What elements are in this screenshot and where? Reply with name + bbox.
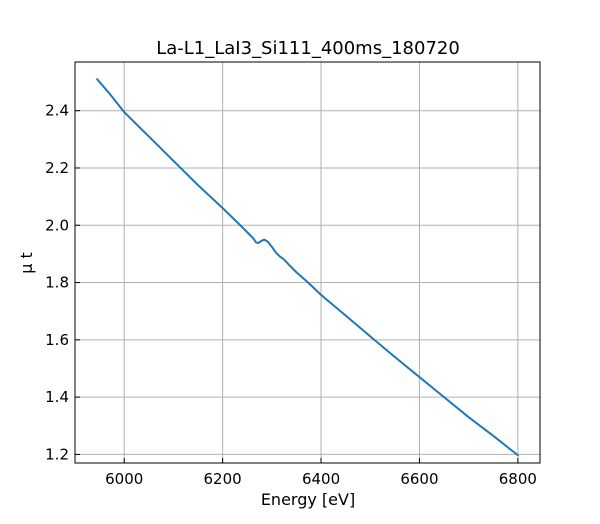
x-tick-labels: 6000 6200 6400 6600 6800 (105, 470, 537, 488)
x-axis-label: Energy [eV] (261, 490, 355, 509)
series-line (96, 78, 519, 457)
x-tick-label: 6000 (105, 470, 143, 488)
x-tick-label: 6800 (499, 470, 537, 488)
y-tick-label: 1.2 (45, 445, 69, 463)
y-tick-label: 1.4 (45, 388, 69, 406)
y-tick-label: 2.2 (45, 159, 69, 177)
series-layer (96, 78, 519, 457)
x-tick-label: 6600 (400, 470, 438, 488)
y-tick-label: 2.4 (45, 102, 69, 120)
ticks (75, 110, 519, 463)
x-tick-label: 6200 (204, 470, 242, 488)
y-axis-label: μ t (17, 252, 36, 274)
y-tick-label: 2.0 (45, 216, 69, 234)
y-tick-label: 1.6 (45, 331, 69, 349)
y-tick-label: 1.8 (45, 274, 69, 292)
chart-title: La-L1_LaI3_Si111_400ms_180720 (156, 38, 460, 59)
x-tick-label: 6400 (302, 470, 340, 488)
plot-frame (74, 61, 541, 464)
y-tick-labels: 1.2 1.4 1.6 1.8 2.0 2.2 2.4 (45, 102, 69, 464)
